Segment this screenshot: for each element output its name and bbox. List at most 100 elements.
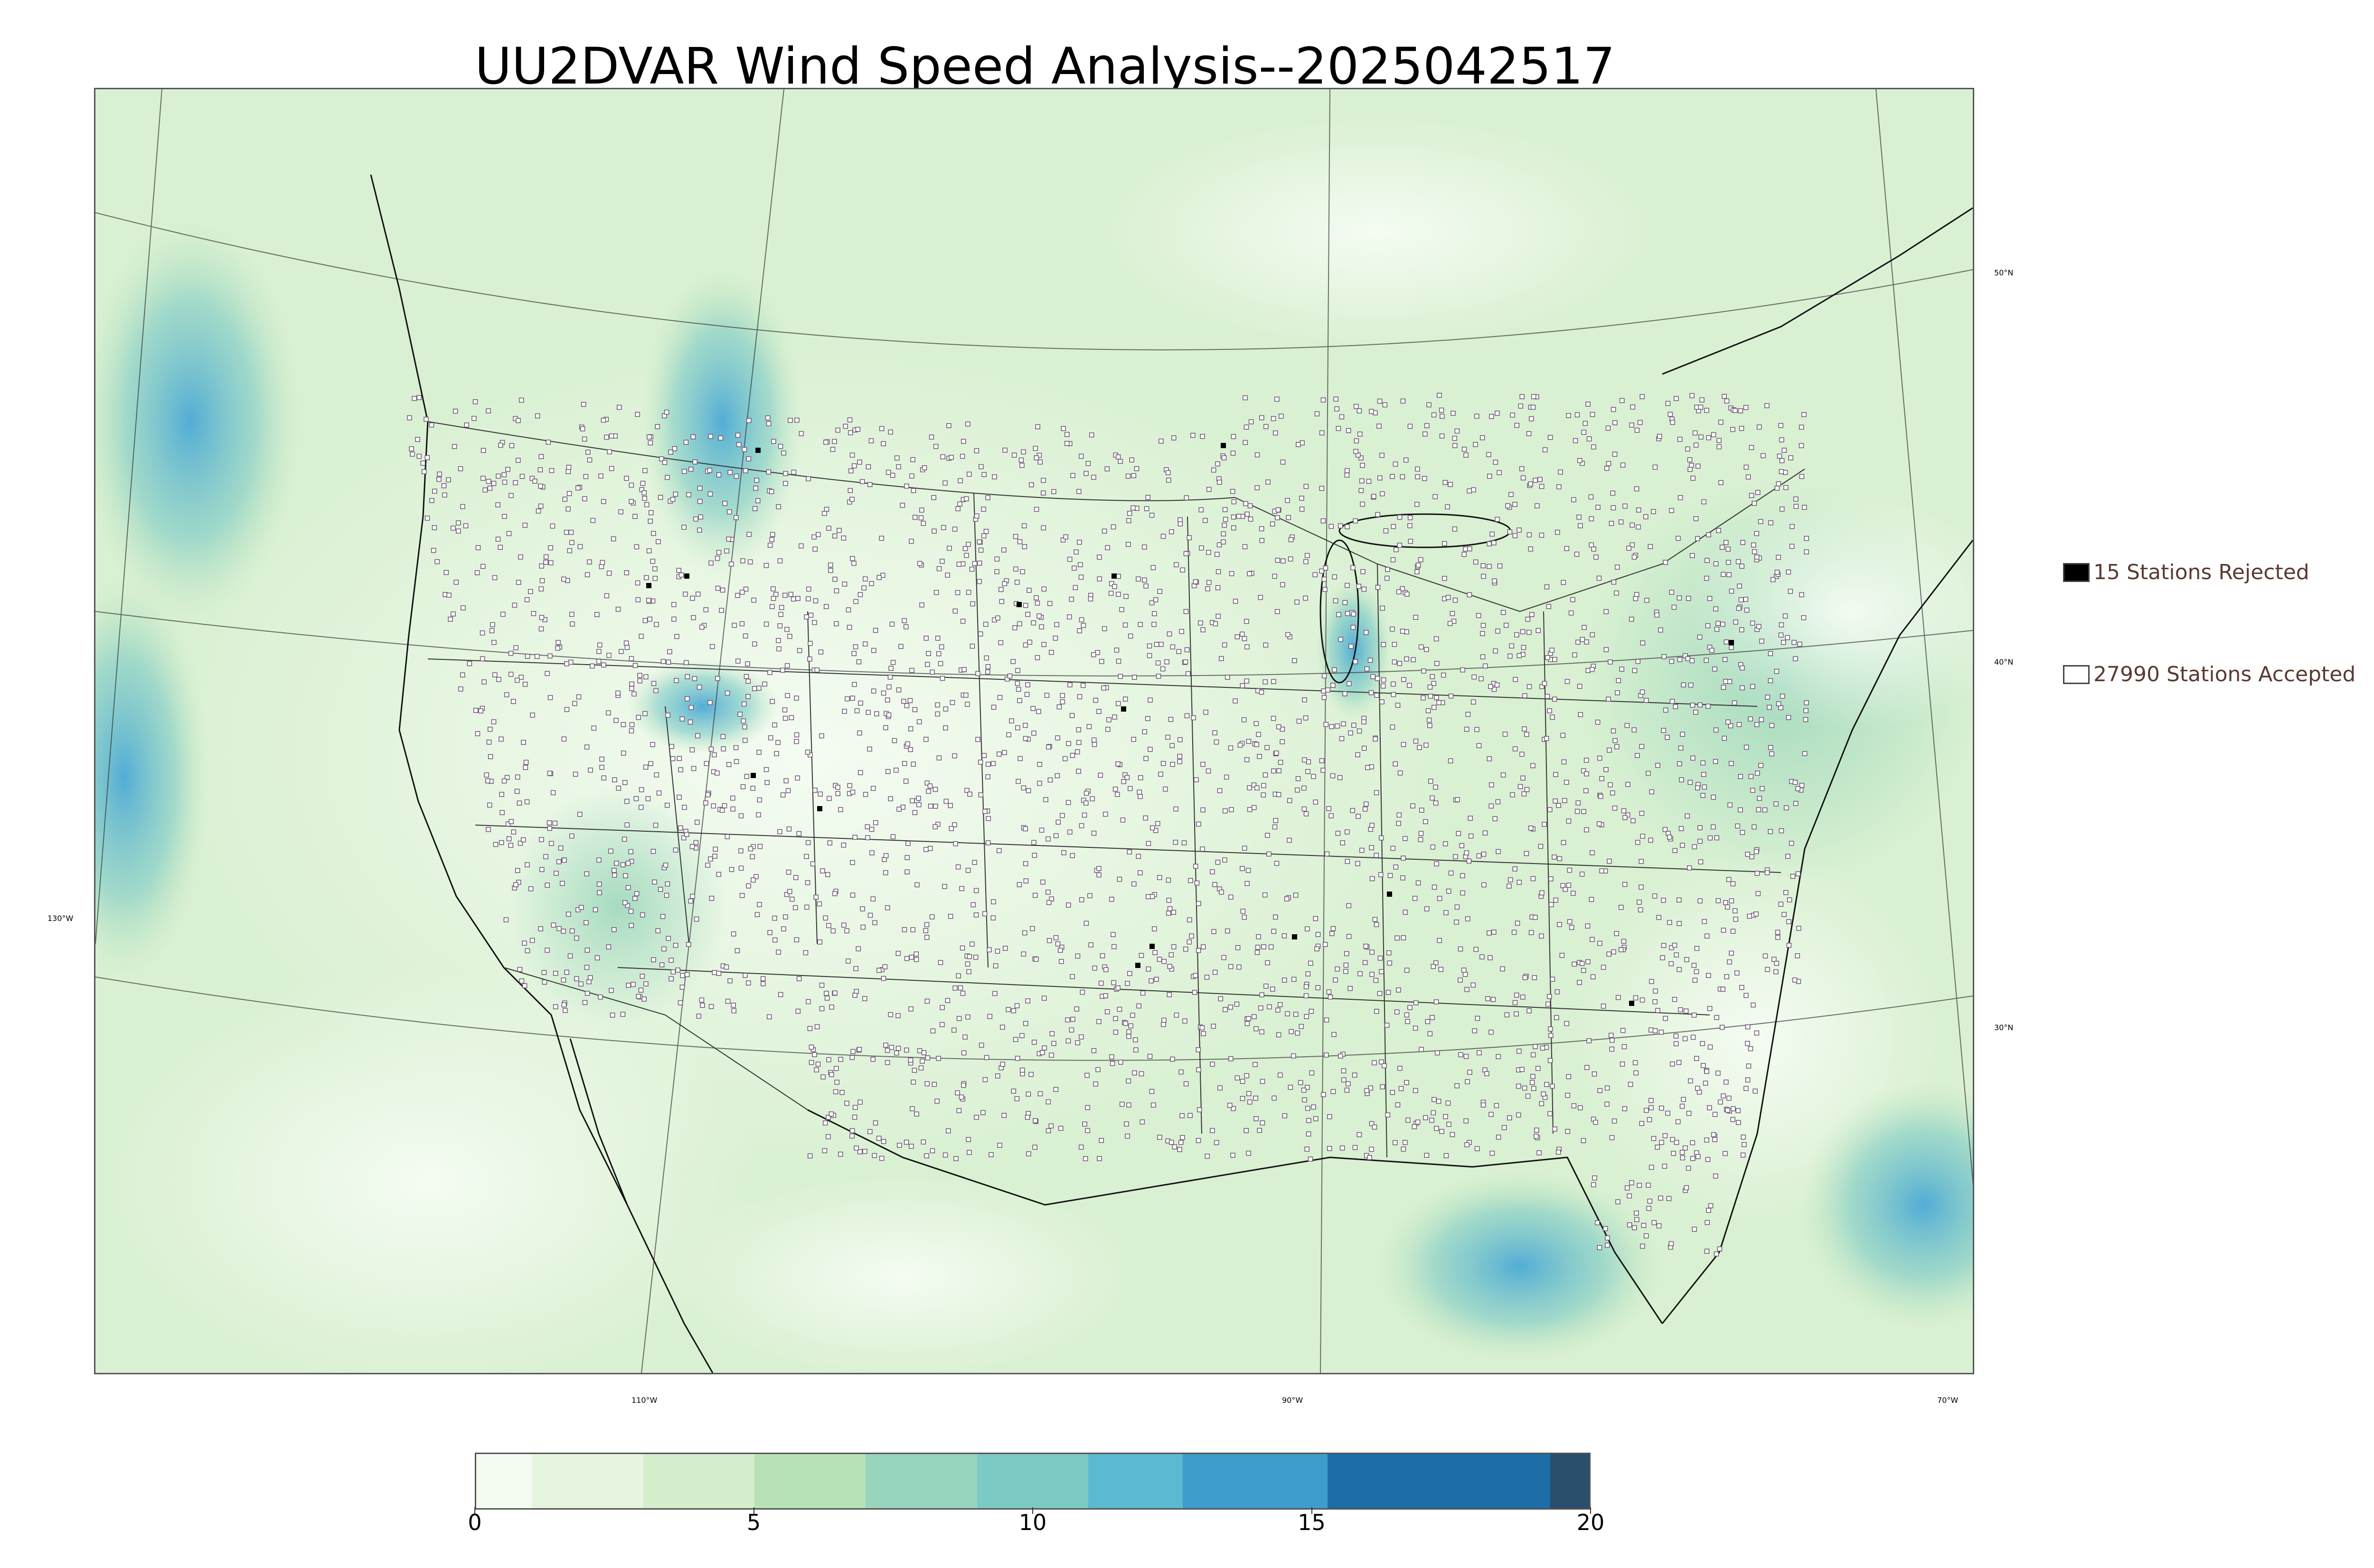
station-marker-accepted (1288, 556, 1293, 562)
station-marker-accepted (1423, 647, 1429, 652)
station-marker-accepted (1749, 445, 1754, 451)
station-marker-accepted (1327, 1145, 1332, 1151)
station-marker-accepted (841, 842, 847, 848)
station-marker-accepted (451, 611, 456, 617)
station-marker-accepted (1426, 402, 1432, 408)
station-marker-accepted (1731, 1106, 1736, 1111)
station-marker-accepted (1677, 967, 1682, 972)
station-marker-accepted (673, 943, 678, 948)
station-marker-accepted (1426, 717, 1432, 723)
station-marker-accepted (857, 1099, 863, 1105)
station-marker-accepted (1233, 698, 1238, 704)
station-marker-accepted (1187, 535, 1192, 541)
station-marker-accepted (735, 592, 740, 598)
station-marker-accepted (1343, 968, 1348, 974)
station-marker-accepted (1244, 1021, 1250, 1026)
station-marker-accepted (830, 928, 836, 934)
station-marker-accepted (1256, 934, 1261, 939)
station-marker-accepted (1430, 845, 1436, 850)
station-marker-accepted (777, 558, 783, 563)
station-marker-accepted (984, 1055, 989, 1061)
station-marker-accepted (1391, 524, 1396, 529)
station-marker-accepted (1718, 419, 1724, 425)
station-marker-accepted (538, 626, 544, 632)
station-marker-accepted (1170, 1056, 1175, 1062)
station-marker-accepted (697, 498, 703, 504)
station-marker-accepted (1481, 573, 1486, 579)
station-marker-accepted (784, 663, 790, 668)
station-marker-accepted (1236, 964, 1242, 970)
station-marker-accepted (1721, 1093, 1726, 1099)
station-marker-accepted (1484, 1071, 1489, 1076)
station-marker-accepted (1286, 515, 1291, 520)
station-marker-accepted (543, 554, 549, 560)
station-marker-accepted (699, 624, 705, 630)
station-marker-accepted (580, 426, 585, 432)
station-marker-accepted (788, 418, 793, 423)
station-marker-accepted (1218, 996, 1224, 1002)
station-marker-accepted (782, 592, 788, 598)
station-marker-accepted (556, 926, 562, 931)
station-marker-accepted (770, 699, 775, 704)
station-marker-accepted (1043, 797, 1048, 802)
station-marker-accepted (1662, 827, 1668, 832)
station-marker-accepted (703, 800, 708, 806)
station-marker-accepted (1635, 659, 1641, 664)
station-marker-accepted (1234, 1075, 1240, 1080)
station-marker-accepted (776, 638, 781, 643)
station-marker-accepted (785, 693, 790, 698)
station-marker-accepted (1130, 1013, 1135, 1018)
colorbar-segment (977, 1454, 1089, 1508)
station-marker-accepted (964, 788, 970, 793)
station-marker-accepted (1128, 633, 1133, 639)
station-marker-accepted (1065, 1017, 1070, 1023)
station-marker-accepted (1593, 1119, 1598, 1125)
station-marker-accepted (1404, 1012, 1410, 1018)
station-marker-accepted (1640, 834, 1645, 839)
station-marker-accepted (1384, 575, 1390, 581)
station-marker-accepted (650, 558, 656, 564)
station-marker-accepted (1251, 805, 1257, 810)
station-marker-accepted (1591, 1182, 1596, 1187)
us-mexico-border (503, 967, 808, 1110)
station-marker-accepted (869, 581, 874, 586)
station-marker-accepted (1473, 947, 1479, 952)
station-marker-accepted (1539, 890, 1545, 896)
station-marker-accepted (1196, 1067, 1201, 1072)
station-marker-accepted (1505, 503, 1510, 508)
station-marker-accepted (1196, 821, 1201, 827)
station-marker-accepted (752, 686, 757, 691)
station-marker-accepted (1396, 589, 1402, 594)
station-marker-accepted (1374, 1009, 1379, 1014)
station-marker-accepted (1031, 840, 1036, 845)
station-marker-accepted (667, 649, 672, 655)
station-marker-accepted (1000, 1061, 1006, 1067)
station-marker-accepted (1136, 854, 1141, 859)
station-marker-accepted (1335, 831, 1341, 836)
station-marker-accepted (923, 737, 929, 742)
station-marker-accepted (1479, 676, 1484, 682)
station-marker-accepted (1625, 782, 1630, 787)
station-marker-accepted (500, 611, 506, 617)
station-marker-accepted (1561, 759, 1567, 765)
station-marker-accepted (616, 786, 622, 791)
station-marker-accepted (536, 508, 541, 514)
station-marker-accepted (1015, 725, 1020, 731)
station-marker-accepted (1181, 840, 1187, 845)
station-marker-accepted (986, 761, 991, 767)
station-marker-accepted (857, 592, 863, 597)
station-marker-accepted (769, 604, 775, 609)
station-marker-accepted (1244, 1073, 1250, 1079)
station-marker-accepted (1759, 638, 1764, 644)
station-marker-accepted (564, 530, 569, 535)
station-marker-accepted (885, 697, 890, 703)
station-marker-accepted (1251, 782, 1257, 788)
station-marker-accepted (1078, 453, 1084, 459)
canada-east-coastline (1662, 207, 1973, 375)
station-marker-accepted (1735, 559, 1741, 564)
station-marker-accepted (784, 892, 790, 897)
station-marker-accepted (463, 523, 469, 528)
station-marker-accepted (1029, 482, 1034, 488)
station-marker-accepted (1231, 1106, 1236, 1111)
station-marker-accepted (1320, 768, 1326, 773)
